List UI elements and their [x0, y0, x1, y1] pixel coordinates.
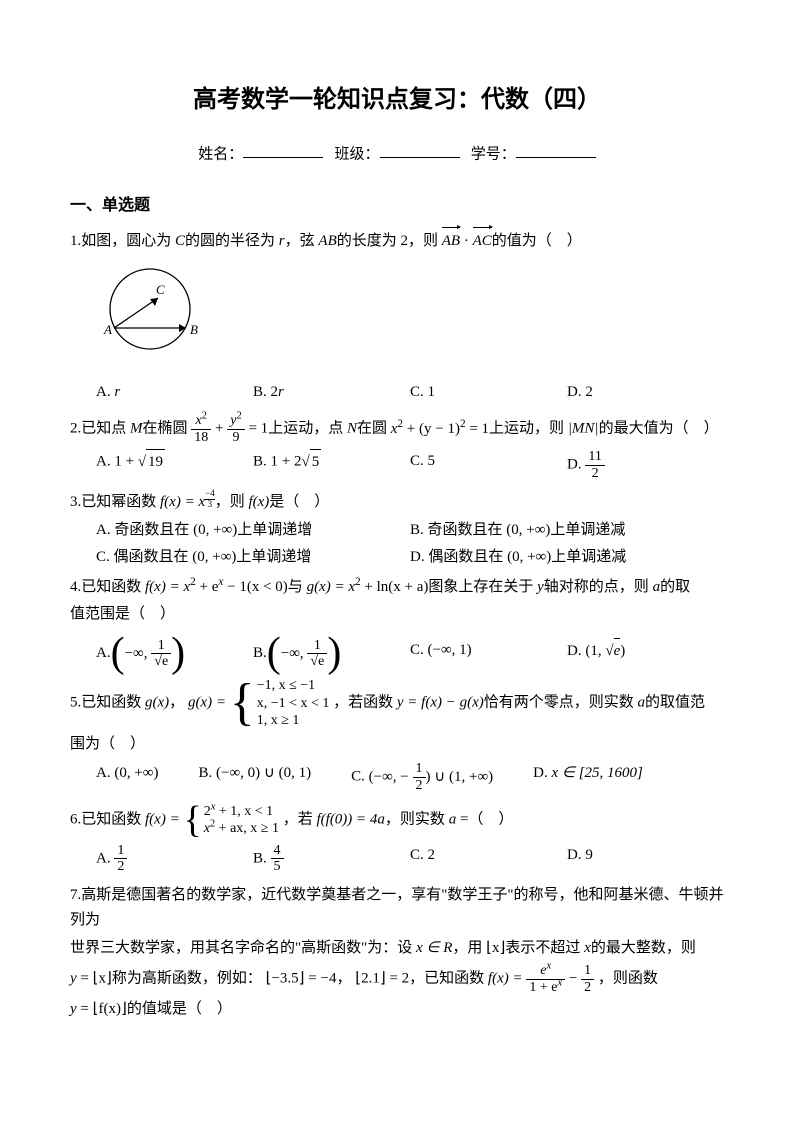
piecewise-icon: { −1, x ≤ −1 x, −1 < x < 1 1, x ≥ 1: [230, 677, 330, 730]
question-4: 4.已知函数 f(x) = x2 + ex − 1(x < 0)与 g(x) =…: [70, 575, 724, 670]
q5-stem: 5.已知函数 g(x)， g(x) = { −1, x ≤ −1 x, −1 <…: [70, 677, 724, 730]
q1-option-d[interactable]: D. 2: [567, 380, 724, 406]
q4-option-c[interactable]: C. (−∞, 1): [410, 638, 567, 670]
id-label: 学号：: [471, 146, 516, 162]
q3-option-d[interactable]: D. 偶函数且在 (0, +∞)上单调递减: [410, 545, 724, 571]
q3-option-b[interactable]: B. 奇函数且在 (0, +∞)上单调递减: [410, 518, 724, 544]
question-5: 5.已知函数 g(x)， g(x) = { −1, x ≤ −1 x, −1 <…: [70, 677, 724, 793]
q1-option-b[interactable]: B. 2r: [253, 380, 410, 406]
q6-option-b[interactable]: B. 45: [253, 843, 410, 875]
sqrt-icon: √19: [138, 449, 165, 476]
q3-options-row1: A. 奇函数且在 (0, +∞)上单调递增 B. 奇函数且在 (0, +∞)上单…: [96, 518, 724, 544]
q6-option-a[interactable]: A. 12: [96, 843, 253, 875]
fraction-y2-9: y29: [227, 413, 244, 445]
q7-line3: y = ⌊x⌋称为高斯函数，例如： ⌊−3.5⌋ = −4， ⌊2.1⌋ = 2…: [70, 963, 724, 995]
class-blank[interactable]: [380, 141, 460, 159]
question-1: 1.如图，圆心为 C的圆的半径为 r，弦 AB的长度为 2，则 AB · AC的…: [70, 227, 724, 406]
q4-option-b[interactable]: B. ( −∞, 1√e ): [253, 638, 410, 670]
vector-AC: AC: [473, 227, 492, 255]
q1-stem: 1.如图，圆心为 C的圆的半径为 r，弦 AB的长度为 2，则 AB · AC的…: [70, 227, 724, 255]
section-1-heading: 一、单选题: [70, 192, 724, 219]
page-title: 高考数学一轮知识点复习：代数（四）: [70, 80, 724, 121]
q3-stem: 3.已知幂函数 f(x) = x−43，则 f(x)是（ ）: [70, 489, 724, 515]
q3-option-a[interactable]: A. 奇函数且在 (0, +∞)上单调递增: [96, 518, 410, 544]
svg-text:C: C: [156, 282, 165, 297]
q6-stem: 6.已知函数 f(x) = { 2x + 1, x < 1 x2 + ax, x…: [70, 801, 724, 839]
q4-option-d[interactable]: D. (1, √e): [567, 638, 724, 670]
svg-text:A: A: [103, 322, 112, 337]
q1-figure: A B C: [100, 264, 724, 374]
q2-option-a[interactable]: A. 1 + √19: [96, 449, 253, 481]
q6-option-c[interactable]: C. 2: [410, 843, 567, 875]
q4-stem: 4.已知函数 f(x) = x2 + ex − 1(x < 0)与 g(x) =…: [70, 575, 724, 601]
q1-options: A. r B. 2r C. 1 D. 2: [96, 380, 724, 406]
svg-text:B: B: [190, 322, 198, 337]
q1-option-a[interactable]: A. r: [96, 380, 253, 406]
q1-option-c[interactable]: C. 1: [410, 380, 567, 406]
q5-options: A. (0, +∞) B. (−∞, 0) ∪ (0, 1) C. (−∞, −…: [96, 761, 724, 793]
fraction-ex: ex1 + ex: [526, 963, 565, 995]
class-label: 班级：: [334, 146, 379, 162]
q7-line4: y = ⌊f(x)⌋的值域是（ ）: [70, 997, 724, 1023]
name-label: 姓名：: [198, 146, 243, 162]
q6-option-d[interactable]: D. 9: [567, 843, 724, 875]
vector-AB: AB: [442, 227, 460, 255]
q2-options: A. 1 + √19 B. 1 + 2√5 C. 5 D. 112: [96, 449, 724, 481]
id-blank[interactable]: [516, 141, 596, 159]
question-3: 3.已知幂函数 f(x) = x−43，则 f(x)是（ ） A. 奇函数且在 …: [70, 489, 724, 570]
q3-options-row2: C. 偶函数且在 (0, +∞)上单调递增 D. 偶函数且在 (0, +∞)上单…: [96, 545, 724, 571]
circle-diagram-icon: A B C: [100, 264, 210, 364]
q6-options: A. 12 B. 45 C. 2 D. 9: [96, 843, 724, 875]
fraction-x2-18: x218: [191, 413, 211, 445]
sqrt-icon: √5: [301, 449, 321, 476]
piecewise-icon: { 2x + 1, x < 1 x2 + ax, x ≥ 1: [183, 801, 279, 839]
q7-line1: 7.高斯是德国著名的数学家，近代数学奠基者之一，享有"数学王子"的称号，他和阿基…: [70, 883, 724, 934]
q5-option-a[interactable]: A. (0, +∞): [96, 761, 159, 793]
q3-option-c[interactable]: C. 偶函数且在 (0, +∞)上单调递增: [96, 545, 410, 571]
q2-option-c[interactable]: C. 5: [410, 449, 567, 481]
q4-options: A. ( −∞, 1√e ) B. ( −∞, 1√e ) C. (−∞, 1)…: [96, 638, 724, 670]
q5-option-d[interactable]: D. x ∈ [25, 1600]: [533, 761, 643, 793]
question-7: 7.高斯是德国著名的数学家，近代数学奠基者之一，享有"数学王子"的称号，他和阿基…: [70, 883, 724, 1023]
question-6: 6.已知函数 f(x) = { 2x + 1, x < 1 x2 + ax, x…: [70, 801, 724, 875]
q4-stem-line2: 值范围是（ ）: [70, 602, 724, 628]
q5-option-b[interactable]: B. (−∞, 0) ∪ (0, 1): [199, 761, 312, 793]
q7-line2: 世界三大数学家，用其名字命名的"高斯函数"为：设 x ∈ R，用 ⌊x⌋表示不超…: [70, 936, 724, 962]
student-info-line: 姓名： 班级： 学号：: [70, 141, 724, 168]
q2-stem: 2.已知点 M在椭圆 x218 + y29 = 1上运动，点 N在圆 x2 + …: [70, 413, 724, 445]
q4-option-a[interactable]: A. ( −∞, 1√e ): [96, 638, 253, 670]
q5-stem-line2: 围为（ ）: [70, 732, 724, 758]
name-blank[interactable]: [243, 141, 323, 159]
q5-option-c[interactable]: C. (−∞, − 12) ∪ (1, +∞): [351, 761, 493, 793]
question-2: 2.已知点 M在椭圆 x218 + y29 = 1上运动，点 N在圆 x2 + …: [70, 413, 724, 481]
q2-option-d[interactable]: D. 112: [567, 449, 724, 481]
q2-option-b[interactable]: B. 1 + 2√5: [253, 449, 410, 481]
